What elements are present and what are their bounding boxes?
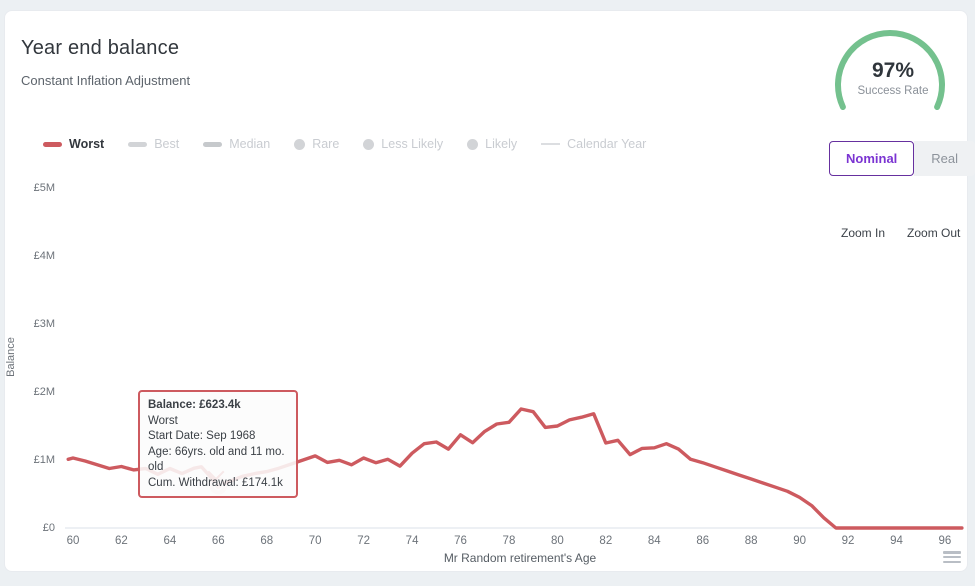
page-title: Year end balance [21,37,180,59]
x-tick-label: 68 [260,535,274,547]
chart-card: Year end balance Constant Inflation Adju… [4,10,975,572]
y-tick-label: £1M [33,454,55,466]
x-tick-label: 86 [696,535,710,547]
legend-marker-icon [363,138,375,150]
success-rate-value: 97% [871,59,915,82]
y-tick-label: £0 [42,522,55,534]
legend-marker-icon [294,138,306,150]
page-subtitle: Constant Inflation Adjustment [21,73,191,88]
x-tick-label: 76 [454,535,467,547]
legend-item-worst[interactable]: Worst [43,137,104,151]
gauge-arc-icon [835,30,945,110]
chart-menu-icon[interactable] [943,549,963,565]
legend-label: Worst [69,137,105,151]
zoom-controls: Zoom In Zoom Out [841,226,960,240]
legend-marker-icon [541,143,561,145]
chart-tooltip: Balance: £623.4k Worst Start Date: Sep 1… [138,390,298,498]
tooltip-series: Worst [148,414,178,427]
legend-item-calendar-year[interactable]: Calendar Year [541,137,646,151]
legend-label: Likely [485,137,518,151]
tooltip-cum-withdrawal: Cum. Withdrawal: £174.1k [148,476,283,489]
legend-marker-icon [43,141,62,147]
x-tick-label: 64 [163,535,177,547]
legend-label: Calendar Year [567,137,647,151]
nominal-real-toggle: Nominal Real [829,141,975,176]
chart-legend: Worst Best Median Rare Less Likely Likely Cale… [43,137,646,151]
x-tick-label: 60 [66,535,80,547]
x-tick-label: 80 [550,535,564,547]
legend-item-less-likely[interactable]: Less Likely [363,137,443,151]
legend-item-median[interactable]: Median [203,137,270,151]
x-tick-label: 94 [890,535,903,547]
y-tick-label: £3M [33,318,55,330]
success-rate-gauge: 97% Success Rate [823,23,963,119]
legend-label: Less Likely [381,137,444,151]
x-tick-label: 78 [502,535,516,547]
x-axis-title: Mr Random retirement's Age [443,551,597,565]
x-tick-label: 82 [599,535,613,547]
zoom-out-button[interactable]: Zoom Out [907,226,961,240]
legend-label: Best [154,137,180,151]
y-tick-label: £5M [33,182,55,194]
balance-chart [65,407,964,530]
legend-label: Rare [312,137,340,151]
legend-item-best[interactable]: Best [128,137,179,151]
legend-item-rare[interactable]: Rare [294,137,339,151]
nominal-button[interactable]: Nominal [829,141,915,176]
x-tick-label: 92 [841,535,855,547]
tooltip-age: Age: 66yrs. old and 11 mo. old [148,445,285,474]
x-tick-label: 90 [793,535,806,547]
x-tick-label: 70 [308,535,322,547]
x-tick-label: 74 [405,535,419,547]
x-tick-label: 72 [357,535,371,547]
x-tick-label: 62 [115,535,128,547]
y-tick-label: £2M [33,386,55,398]
x-tick-label: 88 [744,535,758,547]
y-axis-title: Balance [5,337,17,377]
x-tick-label: 66 [211,535,225,547]
tooltip-balance: Balance: £623.4k [148,399,241,411]
zoom-in-button[interactable]: Zoom In [841,226,886,240]
real-button[interactable]: Real [914,141,975,176]
legend-label: Median [229,137,271,151]
x-tick-label: 96 [938,535,952,547]
x-tick-label: 84 [647,535,661,547]
y-tick-label: £4M [33,250,55,262]
tooltip-start-date: Start Date: Sep 1968 [148,430,256,442]
legend-item-likely[interactable]: Likely [467,137,517,151]
legend-marker-icon [467,138,479,150]
legend-marker-icon [128,141,148,147]
success-rate-label: Success Rate [857,85,929,97]
legend-marker-icon [203,141,223,147]
